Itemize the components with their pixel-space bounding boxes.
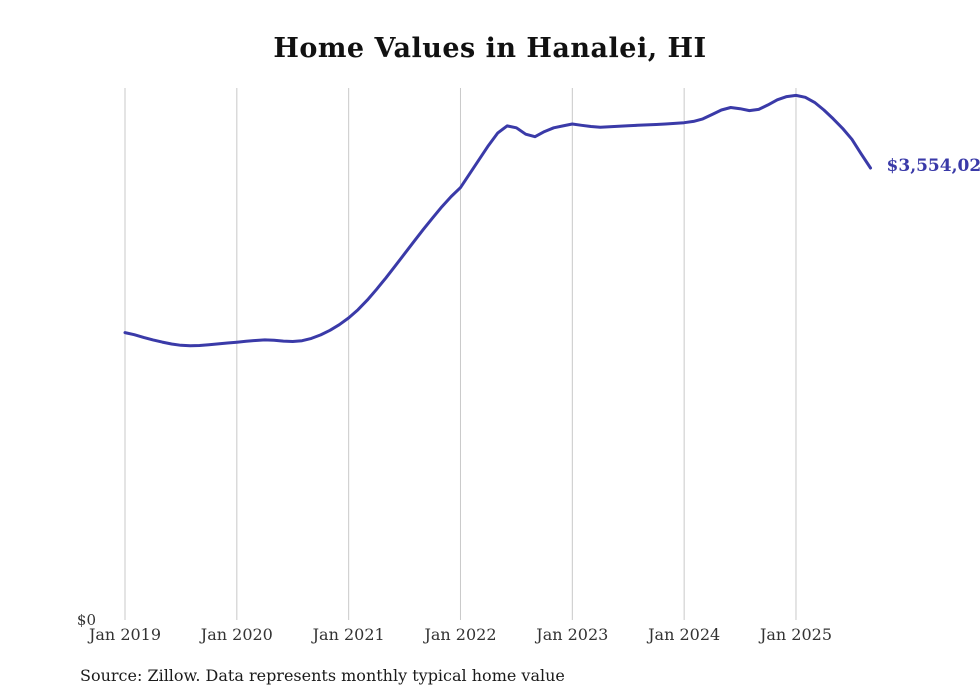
x-tick-label: Jan 2024 bbox=[648, 625, 721, 644]
x-tick-label: Jan 2020 bbox=[200, 625, 273, 644]
x-tick-label: Jan 2025 bbox=[759, 625, 832, 644]
final-value-label: $3,554,028 bbox=[886, 155, 980, 176]
source-note: Source: Zillow. Data represents monthly … bbox=[80, 666, 565, 685]
x-tick-label: Jan 2019 bbox=[88, 625, 162, 644]
chart-title: Home Values in Hanalei, HI bbox=[273, 33, 707, 64]
x-tick-label: Jan 2021 bbox=[312, 625, 385, 644]
y-axis-zero-label: $0 bbox=[76, 611, 96, 629]
x-tick-label: Jan 2023 bbox=[536, 625, 609, 644]
home-value-series-line bbox=[123, 93, 872, 348]
x-tick-label: Jan 2022 bbox=[424, 625, 497, 644]
